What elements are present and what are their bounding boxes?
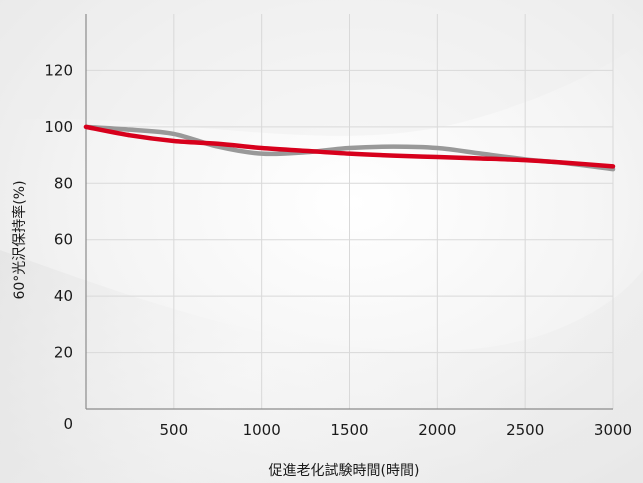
- grid-lines: [86, 14, 614, 409]
- y-tick-label: 0: [63, 415, 73, 433]
- y-tick-label: 120: [44, 61, 73, 79]
- x-axis-title: 促進老化試験時間(時間): [269, 463, 420, 479]
- y-tick-label: 80: [54, 174, 73, 192]
- background-swirl-top: [0, 0, 643, 136]
- x-tick-label: 2500: [506, 421, 544, 439]
- x-tick-labels: 500 1000 1500 2000 2500 3000: [160, 421, 633, 439]
- x-tick-label: 500: [160, 421, 189, 439]
- y-tick-labels: 0 20 40 60 80 100 120: [44, 61, 73, 433]
- y-tick-label: 40: [54, 287, 73, 305]
- x-tick-label: 1000: [243, 421, 281, 439]
- y-tick-label: 100: [44, 118, 73, 136]
- y-tick-label: 20: [54, 344, 73, 362]
- series-line-red: [83, 124, 616, 169]
- background-swirl: [0, 250, 643, 483]
- series-layer: [83, 124, 616, 172]
- x-tick-label: 2000: [418, 421, 456, 439]
- axes: [85, 14, 613, 410]
- y-tick-label: 60: [54, 231, 73, 249]
- x-tick-label: 3000: [594, 421, 632, 439]
- y-axis-title: 60°光沢保持率(%): [11, 180, 28, 299]
- x-tick-label: 1500: [330, 421, 368, 439]
